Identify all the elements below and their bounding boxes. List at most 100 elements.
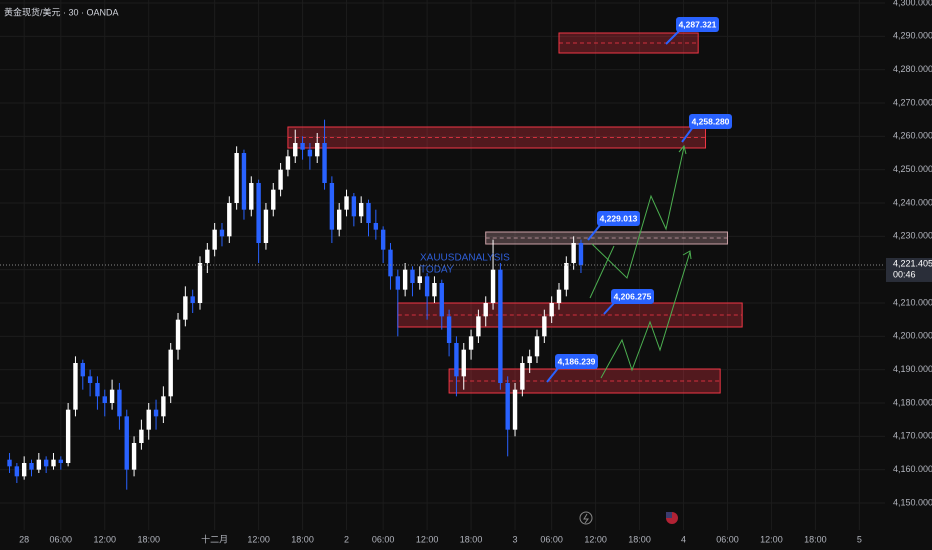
zones: [287, 32, 743, 394]
candle-body: [542, 316, 547, 337]
y-tick-label: 4,170.000: [893, 431, 932, 441]
current-price-label: 4,221.405: [893, 258, 932, 268]
y-tick-label: 4,240.000: [893, 197, 932, 207]
callout-label: 4,258.280: [692, 116, 730, 126]
y-tick-label: 4,290.000: [893, 31, 932, 41]
y-tick-label: 4,190.000: [893, 364, 932, 374]
candle-body: [183, 296, 188, 320]
candle-body: [300, 143, 305, 150]
candle-body: [388, 249, 393, 277]
candle-body: [95, 383, 100, 397]
x-tick-label: 12:00: [760, 534, 783, 544]
candle-body: [395, 276, 401, 290]
candle-body: [358, 203, 364, 217]
candle-body: [212, 229, 217, 250]
x-tick-label: 06:00: [716, 534, 739, 544]
candle-body: [21, 463, 27, 477]
y-tick-label: 4,150.000: [893, 497, 932, 507]
candle-body: [564, 263, 569, 290]
x-tick-label: 18:00: [460, 534, 483, 544]
y-tick-label: 4,280.000: [893, 64, 932, 74]
chart-title: 黄金现货/美元 · 30 · OANDA: [4, 6, 119, 17]
watermark: XAUUSDANALYSIS: [420, 253, 510, 264]
candle-body: [175, 319, 181, 350]
callout-box: [689, 114, 732, 129]
candle-body: [234, 153, 239, 203]
candle-body: [520, 363, 525, 390]
watermark: TODAY: [420, 265, 454, 276]
current-price-box: [886, 257, 932, 282]
x-tick-label: 3: [513, 534, 518, 544]
candle-body: [534, 336, 540, 357]
candle-body: [285, 156, 291, 170]
y-tick-label: 4,230.000: [893, 231, 932, 241]
x-tick-label: 4: [681, 534, 686, 544]
candle-body: [190, 296, 195, 303]
candle-body: [446, 316, 452, 343]
candle-body: [65, 409, 71, 463]
candle-body: [43, 459, 49, 467]
candle-body: [168, 349, 173, 397]
candle-body: [131, 443, 137, 470]
x-tick-label: 12:00: [416, 534, 439, 544]
candle-body: [124, 416, 129, 470]
candle-body: [476, 316, 481, 337]
candle-body: [344, 196, 349, 210]
candle-body: [483, 303, 488, 317]
callout-box: [676, 17, 719, 32]
y-tick-label: 4,210.000: [893, 297, 932, 307]
candles: [7, 119, 584, 490]
event-icon[interactable]: [579, 511, 593, 525]
candle-body: [153, 409, 159, 417]
candle-body: [498, 269, 503, 383]
callout-pointer: [546, 366, 560, 383]
x-tick-label: 06:00: [372, 534, 395, 544]
x-tick-label: 18:00: [291, 534, 314, 544]
candle-body: [556, 289, 562, 303]
y-tick-label: 4,260.000: [893, 131, 932, 141]
candle-body: [263, 209, 269, 243]
candle-body: [7, 459, 12, 467]
candle-body: [256, 183, 261, 243]
x-tick-label: 十二月: [201, 533, 228, 544]
candle-body: [227, 203, 232, 237]
candle-body: [241, 153, 247, 210]
candle-body: [73, 363, 78, 410]
candle-body: [461, 349, 466, 377]
zone: [287, 126, 707, 149]
candle-body: [424, 276, 430, 297]
candle-body: [146, 409, 151, 430]
callout-pointer: [665, 29, 681, 45]
countdown: 00:46: [893, 269, 916, 279]
projection-arrows: [589, 144, 692, 379]
candle-body: [161, 396, 166, 417]
candle-body: [351, 196, 357, 217]
y-tick-label: 4,180.000: [893, 397, 932, 407]
candle-body: [417, 276, 422, 283]
candle-body: [490, 269, 496, 303]
callout-pointer: [587, 223, 602, 241]
callout-label: 4,206.275: [614, 291, 652, 301]
candle-body: [271, 189, 276, 210]
candle-body: [278, 169, 283, 190]
x-tick-label: 5: [857, 534, 862, 544]
candle-body: [337, 209, 342, 230]
candle-body: [512, 389, 518, 430]
candle-body: [410, 269, 415, 283]
callout-box: [555, 354, 598, 369]
y-tick-label: 4,160.000: [893, 464, 932, 474]
candle-body: [219, 229, 225, 237]
callout-box: [597, 211, 640, 226]
x-axis-panel: [0, 530, 932, 550]
candle-body: [454, 343, 459, 377]
candle-body: [58, 459, 64, 463]
candle-body: [468, 336, 474, 350]
candle-body: [205, 249, 210, 263]
callout-label: 4,186.239: [558, 356, 596, 366]
candle-body: [87, 376, 93, 383]
candle-body: [322, 143, 327, 183]
callout-label: 4,229.013: [600, 213, 638, 223]
candle-body: [307, 149, 313, 157]
x-tick-label: 2: [344, 534, 349, 544]
